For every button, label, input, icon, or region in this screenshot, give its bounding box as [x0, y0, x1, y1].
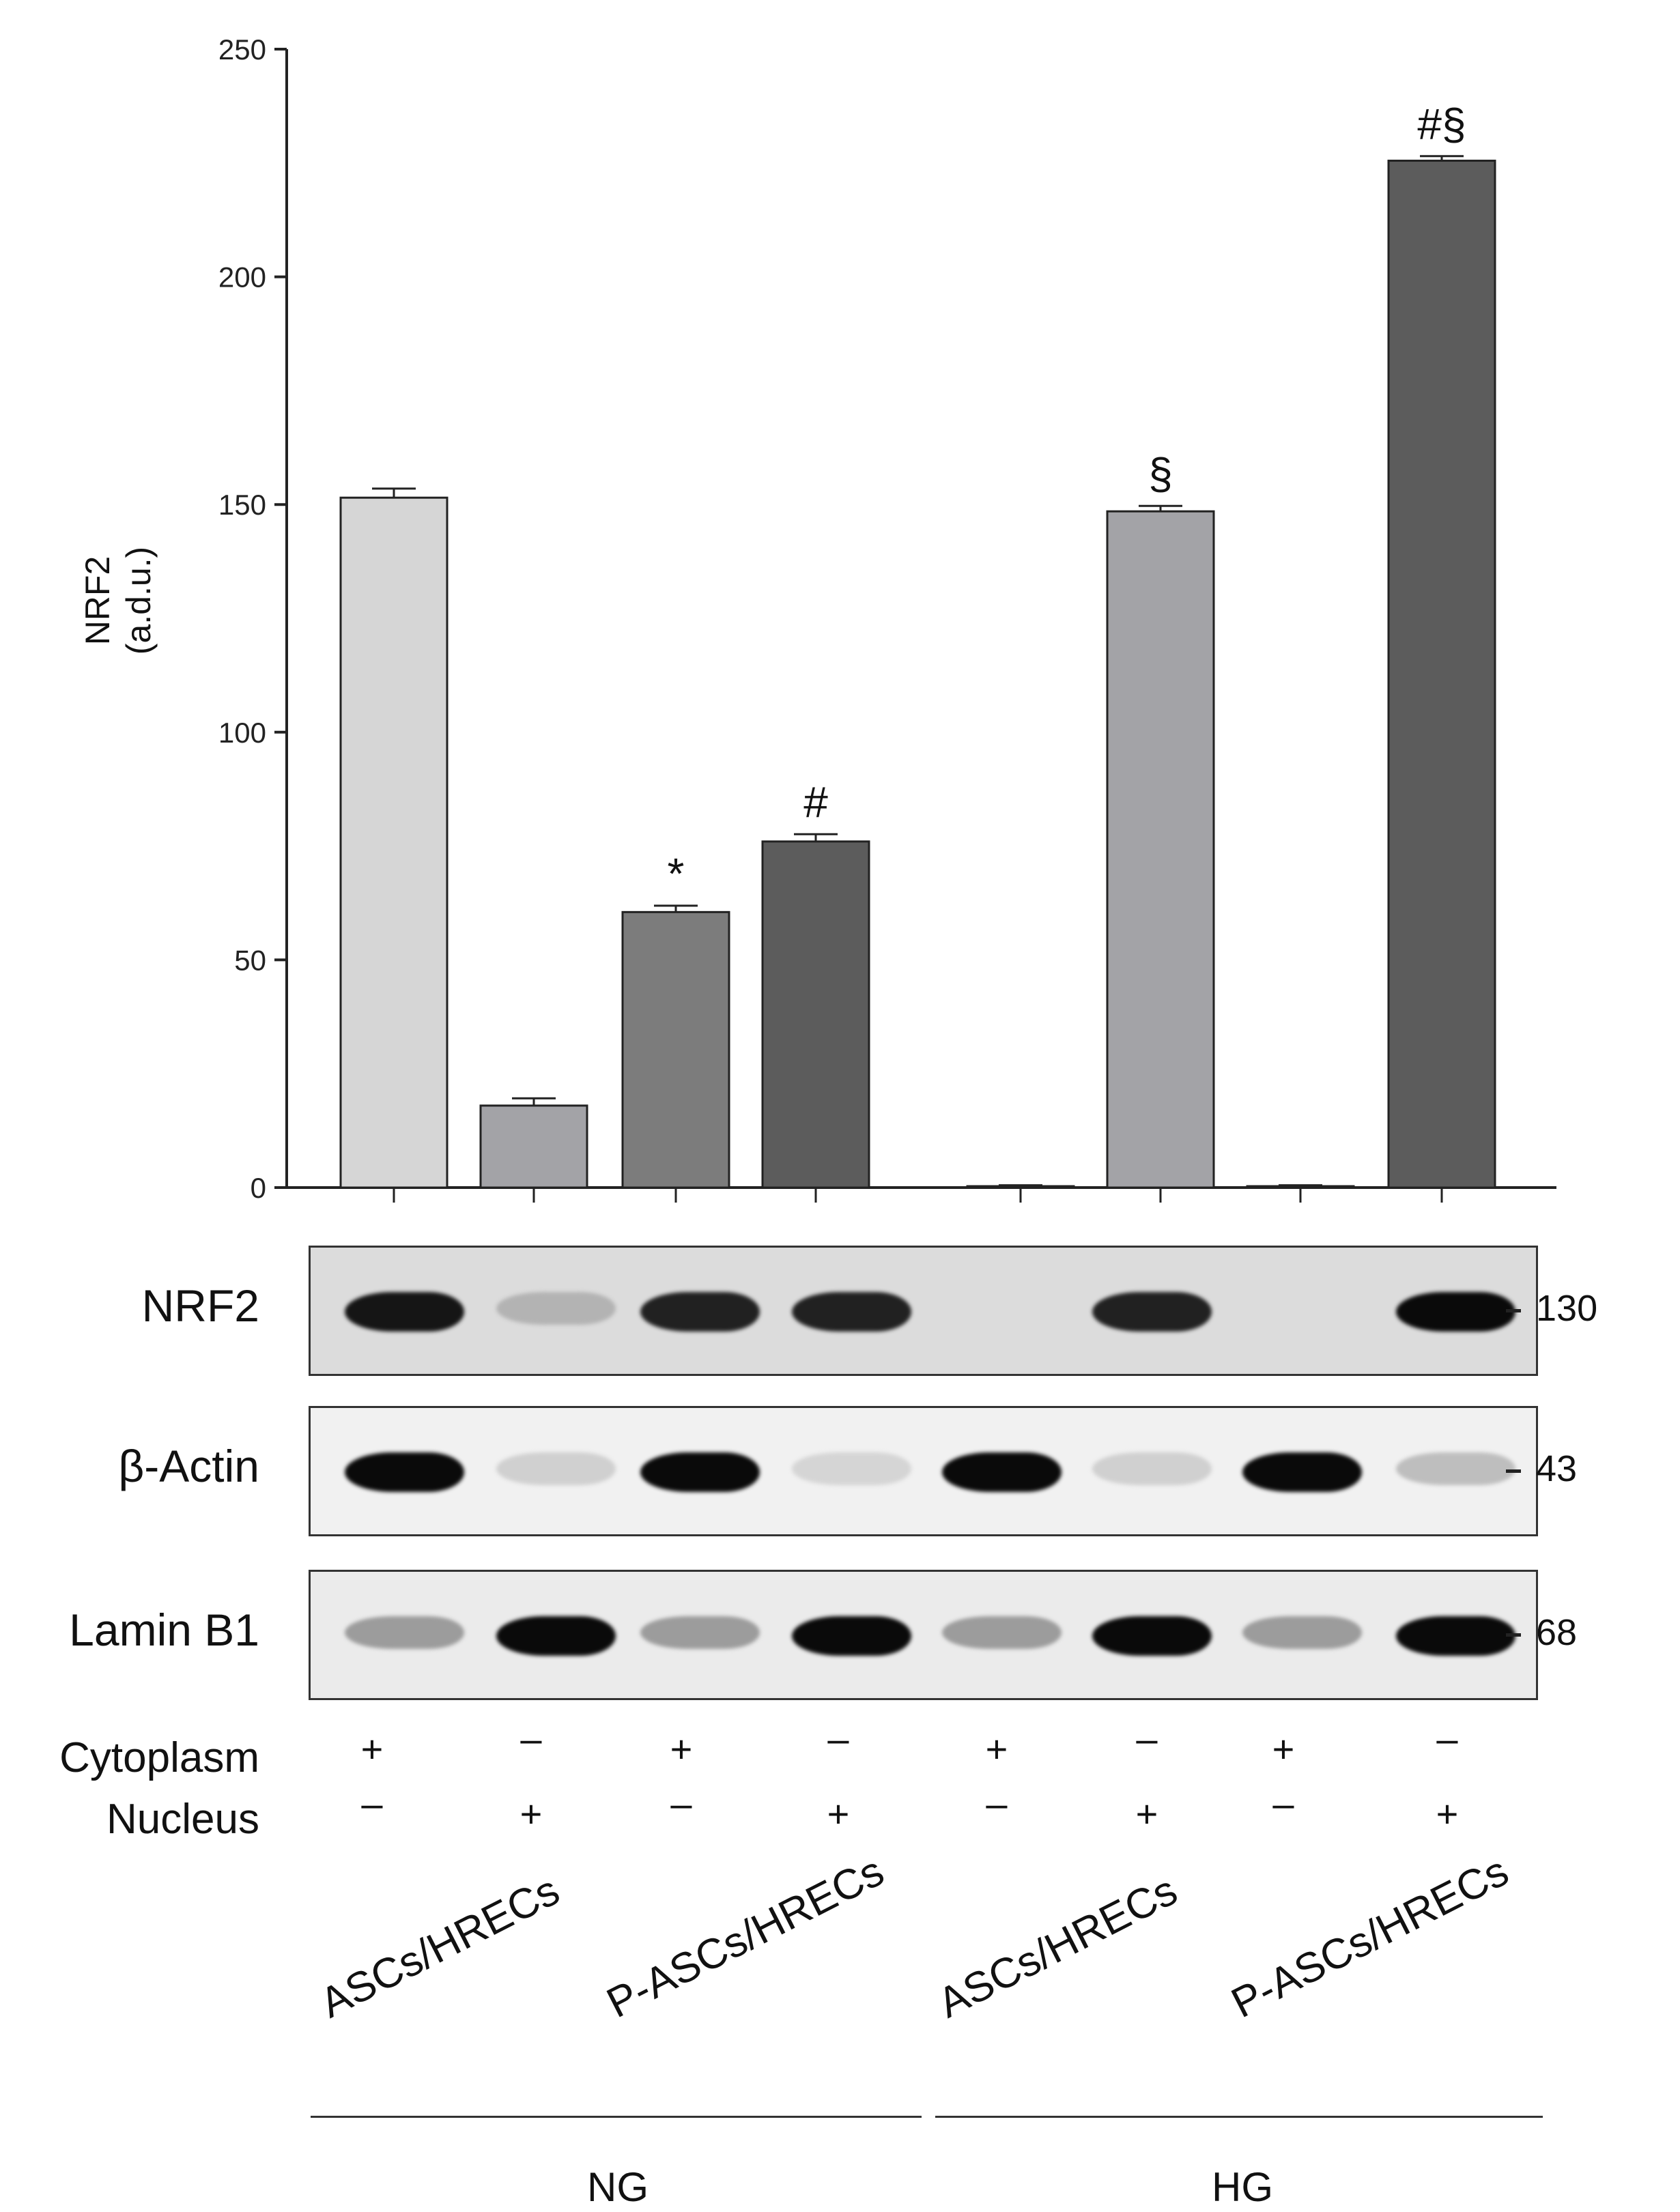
- blot-band: [1092, 1452, 1212, 1485]
- y-tick-label: 150: [218, 489, 266, 521]
- cytoplasm-sign: +: [985, 1727, 1008, 1770]
- bar: [621, 910, 730, 1189]
- cytoplasm-sign: –: [827, 1717, 849, 1760]
- cytoplasm-sign: –: [1136, 1717, 1158, 1760]
- blot-band: [942, 1615, 1062, 1649]
- y-tick-label: 250: [218, 33, 266, 66]
- molecular-weight-label: 43: [1536, 1448, 1578, 1489]
- blot-band: [345, 1615, 464, 1649]
- cytoplasm-sign: +: [360, 1727, 384, 1770]
- condition-label: P-ASCs/HRECs: [599, 1847, 892, 2028]
- blot-band: [1242, 1615, 1362, 1649]
- nucleus-sign: +: [1135, 1792, 1158, 1835]
- y-tick-label: 200: [218, 261, 266, 293]
- blot-band: [345, 1291, 464, 1332]
- bar: [339, 496, 449, 1189]
- bar: [966, 1185, 1075, 1189]
- blot-band: [1396, 1452, 1515, 1485]
- significance-marker: §: [1148, 449, 1173, 498]
- bar: [1246, 1185, 1355, 1189]
- mw-marker-tick: [1506, 1633, 1521, 1637]
- molecular-weight-label: 68: [1536, 1611, 1578, 1653]
- mw-marker-tick: [1506, 1308, 1521, 1312]
- significance-marker: #: [803, 777, 828, 827]
- nucleus-sign: –: [1272, 1782, 1294, 1825]
- blot-band: [792, 1291, 911, 1332]
- blot-band: [1242, 1452, 1362, 1492]
- significance-marker: #§: [1417, 100, 1466, 149]
- blot-band: [942, 1452, 1062, 1492]
- y-axis-label: (a.d.u.): [119, 547, 158, 655]
- cytoplasm-sign: +: [670, 1727, 693, 1770]
- nucleus-sign: +: [827, 1792, 850, 1835]
- bar: [479, 1104, 588, 1189]
- group-label-ng: NG: [587, 2164, 649, 2210]
- y-tick-label: 50: [234, 944, 266, 976]
- blot-band: [345, 1452, 464, 1492]
- cytoplasm-label: Cytoplasm: [59, 1734, 259, 1781]
- blot-band: [640, 1452, 760, 1492]
- blot-band: [1396, 1615, 1515, 1656]
- blot-band: [640, 1291, 760, 1332]
- blot-label: Lamin B1: [69, 1605, 259, 1655]
- blot-label: β-Actin: [118, 1441, 259, 1491]
- y-axis-label: NRF2: [79, 556, 117, 646]
- condition-label: ASCs/HRECs: [313, 1867, 567, 2028]
- significance-marker: *: [668, 849, 685, 898]
- cytoplasm-sign: +: [1272, 1727, 1295, 1770]
- condition-label: P-ASCs/HRECs: [1224, 1847, 1516, 2028]
- blot-strip: [309, 1570, 1538, 1700]
- nucleus-sign: +: [1436, 1792, 1459, 1835]
- ng-underline: [311, 2116, 922, 2118]
- y-tick-label: 100: [218, 717, 266, 749]
- hg-underline: [935, 2116, 1543, 2118]
- blot-strip: [309, 1406, 1538, 1536]
- blot-band: [1092, 1291, 1212, 1332]
- mw-marker-tick: [1506, 1469, 1521, 1473]
- blot-label: NRF2: [141, 1280, 259, 1331]
- blot-band: [792, 1452, 911, 1485]
- nucleus-label: Nucleus: [106, 1796, 259, 1843]
- blot-band: [640, 1615, 760, 1649]
- blot-band: [496, 1291, 616, 1325]
- bar: [1106, 510, 1215, 1189]
- nucleus-sign: –: [986, 1782, 1008, 1825]
- blot-band: [496, 1615, 616, 1656]
- bar: [1387, 159, 1496, 1189]
- blot-band: [496, 1452, 616, 1485]
- blot-band: [792, 1615, 911, 1656]
- y-tick-label: 0: [251, 1172, 266, 1204]
- nucleus-sign: –: [361, 1782, 383, 1825]
- bar: [761, 840, 870, 1189]
- condition-label: ASCs/HRECs: [930, 1867, 1185, 2028]
- cytoplasm-sign: –: [1436, 1717, 1458, 1760]
- blot-strip: [309, 1246, 1538, 1376]
- blot-band: [1092, 1615, 1212, 1656]
- nucleus-sign: –: [670, 1782, 692, 1825]
- blot-band: [1396, 1291, 1515, 1332]
- nucleus-sign: +: [519, 1792, 543, 1835]
- cytoplasm-sign: –: [520, 1717, 542, 1760]
- molecular-weight-label: 130: [1536, 1287, 1598, 1329]
- group-label-hg: HG: [1212, 2164, 1273, 2210]
